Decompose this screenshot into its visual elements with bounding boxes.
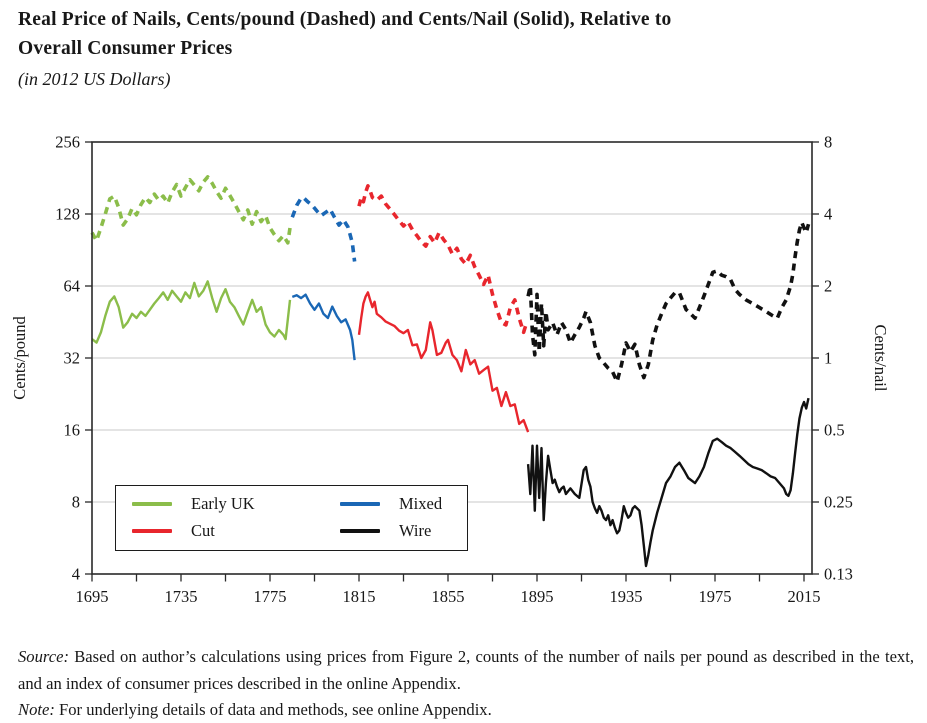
source-label: Source: <box>18 647 69 666</box>
legend-label-wire: Wire <box>399 521 432 540</box>
note-label: Note: <box>18 700 55 719</box>
y-right-tick-label-4: 4 <box>824 205 832 224</box>
y-right-axis-title: Cents/nail <box>871 325 890 392</box>
y-left-tick-label-32: 32 <box>64 349 81 368</box>
x-axis-tick-label-1935: 1935 <box>610 587 643 606</box>
series-line-cut-cents-per-pound <box>357 184 528 335</box>
legend-swatch-wire <box>340 529 380 533</box>
y-right-tick-label-0.5: 0.5 <box>824 421 845 440</box>
legend-item-mixed: Mixed <box>340 494 442 514</box>
source-note: Source: Based on author’s calculations u… <box>18 644 914 697</box>
x-axis-tick-label-1855: 1855 <box>432 587 465 606</box>
legend-item-early-uk: Early UK <box>132 494 255 514</box>
figure-footer: Source: Based on author’s calculations u… <box>18 644 914 723</box>
figure-header: Real Price of Nails, Cents/pound (Dashed… <box>18 5 908 92</box>
x-axis-tick-label-1775: 1775 <box>254 587 287 606</box>
legend: Early UK Cut Mixed Wire <box>115 485 468 551</box>
series-line-wire-cents-per-nail <box>526 397 810 568</box>
series-line-cut-cents-per-nail <box>357 291 530 433</box>
series-line-mixed-cents-per-nail <box>291 293 356 361</box>
y-right-tick-label-1: 1 <box>824 349 832 368</box>
legend-swatch-early-uk <box>132 502 172 506</box>
y-left-tick-label-128: 128 <box>55 205 80 224</box>
x-axis-tick-label-1975: 1975 <box>699 587 732 606</box>
note-text: For underlying details of data and metho… <box>54 700 492 719</box>
y-left-tick-label-64: 64 <box>64 277 81 296</box>
series-line-mixed-cents-per-pound <box>290 195 357 262</box>
y-left-tick-label-8: 8 <box>72 493 80 512</box>
y-left-tick-label-4: 4 <box>72 565 80 584</box>
x-axis-tick-label-1695: 1695 <box>76 587 109 606</box>
y-right-tick-label-0.25: 0.25 <box>824 493 853 512</box>
x-axis-tick-label-2015: 2015 <box>788 587 821 606</box>
methods-note: Note: For underlying details of data and… <box>18 697 914 723</box>
legend-label-early-uk: Early UK <box>191 494 255 513</box>
legend-swatch-cut <box>132 529 172 533</box>
series-line-early-uk-cents-per-nail <box>91 280 292 344</box>
y-left-tick-label-256: 256 <box>55 133 80 152</box>
legend-label-mixed: Mixed <box>399 494 443 513</box>
legend-label-cut: Cut <box>191 521 215 540</box>
figure-subtitle: (in 2012 US Dollars) <box>18 69 171 89</box>
x-axis-tick-label-1735: 1735 <box>165 587 198 606</box>
y-left-axis-title: Cents/pound <box>10 316 29 400</box>
x-axis-tick-label-1815: 1815 <box>343 587 376 606</box>
x-axis-tick-label-1895: 1895 <box>521 587 554 606</box>
y-right-tick-label-2: 2 <box>824 277 832 296</box>
y-right-tick-label-0.13: 0.13 <box>824 565 853 584</box>
y-right-tick-label-8: 8 <box>824 133 832 152</box>
figure-title-line-1: Real Price of Nails, Cents/pound (Dashed… <box>18 9 672 30</box>
nail-price-chart: 1695 1735 1775 1815 1855 1895 1935 1975 2015 256 1… <box>10 133 890 607</box>
legend-item-cut: Cut <box>132 521 215 541</box>
legend-item-wire: Wire <box>340 521 431 541</box>
legend-swatch-mixed <box>340 502 380 506</box>
series-line-wire-cents-per-pound <box>526 220 811 384</box>
source-text: Based on author’s calculations using pri… <box>18 647 914 693</box>
y-left-tick-label-16: 16 <box>64 421 81 440</box>
figure-title-line-2: Overall Consumer Prices <box>18 38 233 59</box>
series-line-early-uk-cents-per-pound <box>90 175 292 245</box>
